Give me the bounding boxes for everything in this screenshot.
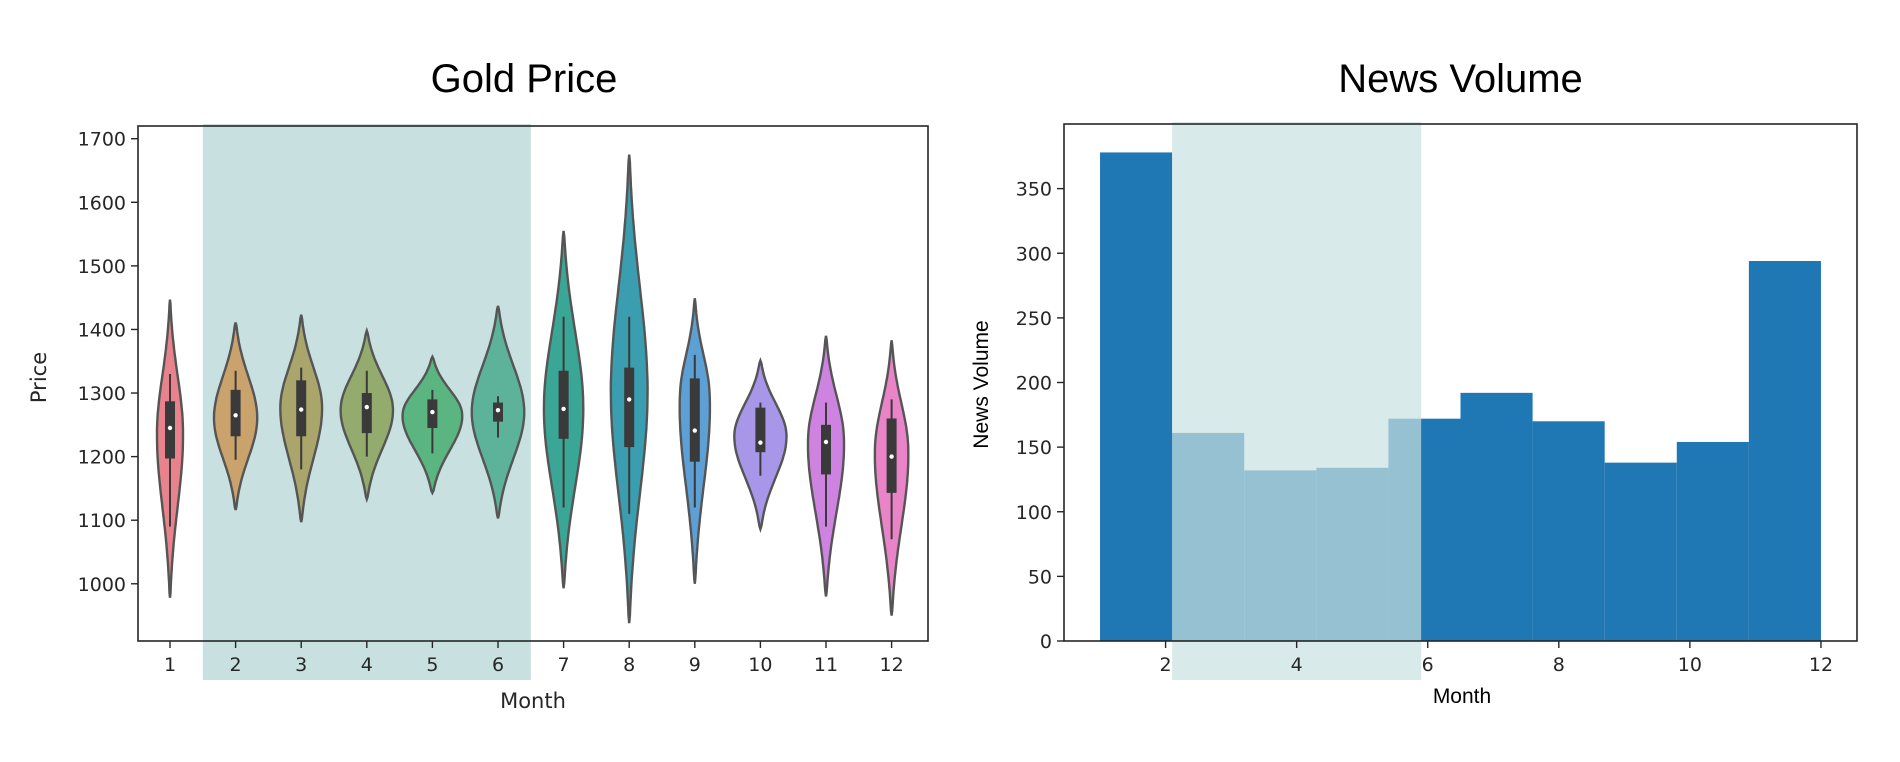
news-volume-x-tick-label: 4 <box>1291 654 1303 676</box>
news-volume-bar-9 <box>1676 441 1749 641</box>
gold-price-x-tick-label: 3 <box>295 654 307 676</box>
violin-month-4 <box>339 326 395 504</box>
gold-price-x-tick-label: 10 <box>748 654 772 676</box>
news-volume-y-tick-label: 0 <box>1040 631 1052 653</box>
violin-median-6 <box>495 408 501 413</box>
news-volume-bars <box>1100 152 1821 641</box>
gold-price-violins <box>155 154 910 624</box>
news-volume-y-ticks: 0 50 100 150 200 250 300 350 <box>1016 179 1064 653</box>
violin-month-8 <box>609 154 649 624</box>
gold-price-y-tick-label: 1400 <box>78 319 126 341</box>
violin-iqr-box-4 <box>361 393 372 434</box>
gold-price-x-tick-label: 8 <box>623 654 635 676</box>
gold-price-x-tick-label: 4 <box>361 654 373 676</box>
gold-price-y-tick-label: 1700 <box>78 129 126 151</box>
gold-price-x-tick-label: 5 <box>426 654 438 676</box>
gold-price-x-axis-label: Month <box>500 689 566 713</box>
news-volume-title: News Volume <box>1338 57 1583 101</box>
gold-price-x-tick-label: 2 <box>230 654 242 676</box>
violin-month-2 <box>212 322 259 511</box>
violin-median-1 <box>167 425 173 431</box>
gold-price-y-axis-label: Price <box>27 352 51 403</box>
gold-price-title: Gold Price <box>431 57 618 101</box>
news-volume-bar-1 <box>1100 152 1173 641</box>
violin-month-10 <box>733 357 788 534</box>
news-volume-x-tick-label: 10 <box>1678 654 1702 676</box>
gold-price-x-tick-label: 9 <box>689 654 701 676</box>
violin-median-5 <box>430 409 435 415</box>
gold-price-x-tick-label: 6 <box>492 654 504 676</box>
news-volume-x-ticks: 2 4 6 8 10 12 <box>1160 641 1833 676</box>
violin-iqr-box-11 <box>821 424 831 475</box>
violin-iqr-box-2 <box>230 389 241 437</box>
news-volume-y-tick-label: 150 <box>1016 437 1052 459</box>
violin-median-3 <box>299 407 304 412</box>
gold-price-x-ticks: 1 2 3 4 5 6 7 8 9 10 11 12 <box>164 641 904 676</box>
news-volume-y-tick-label: 300 <box>1016 243 1052 265</box>
violin-month-11 <box>806 335 846 597</box>
violin-month-12 <box>873 340 910 616</box>
news-volume-y-tick-label: 100 <box>1016 502 1052 524</box>
news-volume-bar-6 <box>1460 392 1533 641</box>
violin-month-1 <box>155 299 185 598</box>
gold-price-y-tick-label: 1600 <box>78 192 126 214</box>
news-volume-highlight-layer <box>1172 122 1422 680</box>
violin-median-10 <box>758 440 763 445</box>
violin-month-6 <box>470 305 526 519</box>
gold-price-y-tick-label: 1100 <box>78 510 126 532</box>
gold-price-x-tick-label: 1 <box>164 654 176 676</box>
violin-median-7 <box>561 406 566 412</box>
violin-median-11 <box>823 439 829 445</box>
news-volume-x-axis-label: Month <box>1433 685 1491 708</box>
violin-iqr-box-10 <box>755 407 766 453</box>
violin-iqr-box-9 <box>689 378 700 462</box>
news-volume-y-tick-label: 250 <box>1016 308 1052 330</box>
gold-price-y-tick-label: 1000 <box>78 574 126 596</box>
gold-price-axes-frame <box>137 125 929 642</box>
violin-median-8 <box>627 397 632 402</box>
gold-price-y-ticks: 1000 1100 1200 1300 1400 1500 1600 1700 <box>78 129 138 596</box>
violin-month-9 <box>678 298 712 584</box>
violin-month-5 <box>401 354 464 496</box>
gold-price-x-tick-label: 12 <box>880 654 904 676</box>
violin-median-12 <box>889 454 894 459</box>
news-volume-y-axis-label: News Volume <box>970 320 993 448</box>
violin-month-7 <box>542 230 585 589</box>
violin-iqr-box-7 <box>558 370 569 439</box>
news-volume-bar-10 <box>1748 261 1821 641</box>
news-volume-x-tick-label: 8 <box>1553 654 1565 676</box>
violin-iqr-box-8 <box>624 367 635 448</box>
gold-price-x-tick-label: 11 <box>814 654 838 676</box>
news-volume-y-tick-label: 200 <box>1016 373 1052 395</box>
violin-median-4 <box>364 404 369 410</box>
news-volume-y-tick-label: 50 <box>1028 566 1052 588</box>
news-volume-y-tick-label: 350 <box>1016 179 1052 201</box>
news-volume-x-tick-label: 6 <box>1422 654 1434 676</box>
violin-month-3 <box>279 314 324 523</box>
gold-price-y-tick-label: 1500 <box>78 256 126 278</box>
violin-median-2 <box>233 413 238 418</box>
news-volume-highlight-band <box>1172 122 1422 680</box>
news-volume-bar-8 <box>1604 462 1677 641</box>
news-volume-x-tick-label: 12 <box>1809 654 1833 676</box>
news-volume-bar-7 <box>1532 421 1605 641</box>
violin-median-9 <box>692 428 697 433</box>
news-volume-chart: 0 50 100 150 200 250 300 350 2 4 6 8 10 12 News Volu… <box>970 57 1858 708</box>
gold-price-y-tick-label: 1200 <box>78 447 126 469</box>
news-volume-x-tick-label: 2 <box>1160 654 1172 676</box>
gold-price-x-tick-label: 7 <box>558 654 570 676</box>
gold-price-y-tick-label: 1300 <box>78 383 126 405</box>
